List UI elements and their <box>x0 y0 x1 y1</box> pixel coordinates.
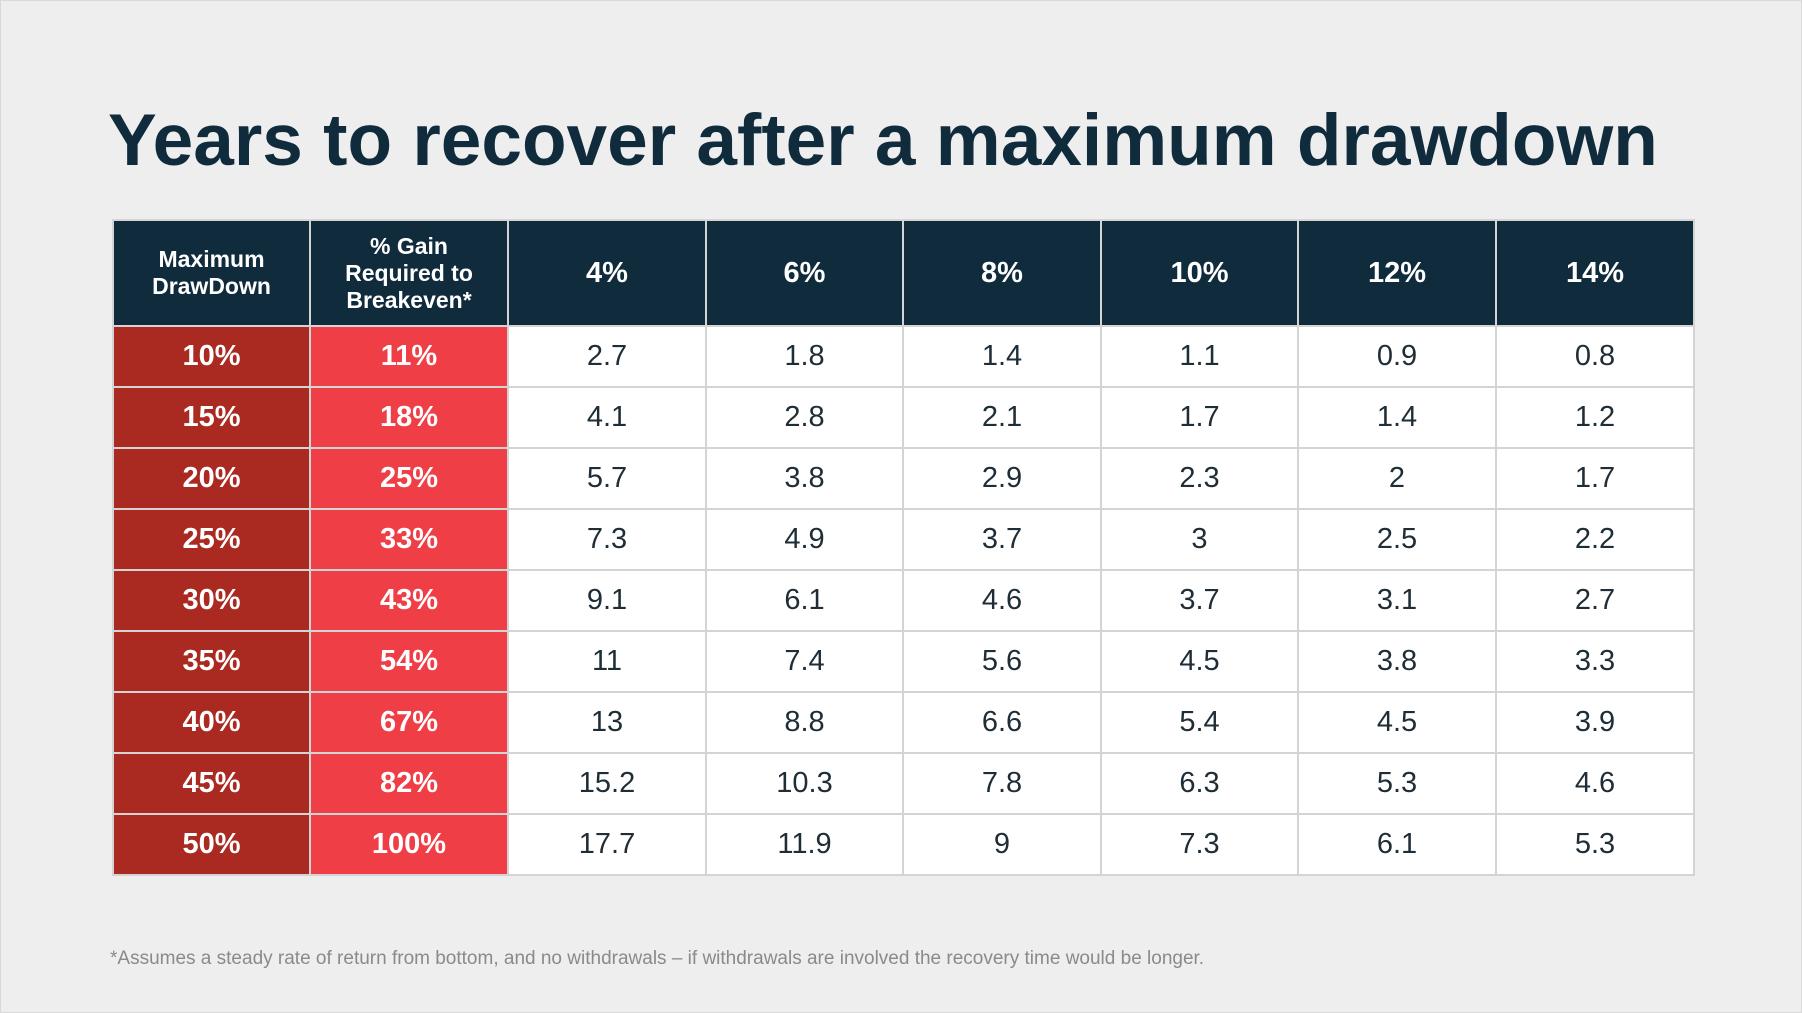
table-row: 45% 82% 15.2 10.3 7.8 6.3 5.3 4.6 <box>112 752 1695 815</box>
years-cell: 4.1 <box>507 386 707 449</box>
years-cell: 1.4 <box>902 325 1102 388</box>
years-cell: 8.8 <box>705 691 904 754</box>
table-row: 40% 67% 13 8.8 6.6 5.4 4.5 3.9 <box>112 691 1695 754</box>
gain-cell: 67% <box>309 691 509 754</box>
years-cell: 4.6 <box>1495 752 1695 815</box>
years-cell: 2 <box>1297 447 1497 510</box>
header-rate-14: 14% <box>1495 219 1695 327</box>
years-cell: 6.3 <box>1100 752 1299 815</box>
years-cell: 4.6 <box>902 569 1102 632</box>
years-cell: 15.2 <box>507 752 707 815</box>
header-line: Breakeven* <box>346 286 472 313</box>
header-line: Maximum <box>158 246 265 272</box>
years-cell: 10.3 <box>705 752 904 815</box>
header-rate-10: 10% <box>1100 219 1299 327</box>
years-cell: 2.7 <box>1495 569 1695 632</box>
years-cell: 1.1 <box>1100 325 1299 388</box>
years-cell: 0.8 <box>1495 325 1695 388</box>
drawdown-cell: 25% <box>112 508 311 571</box>
header-max-drawdown: Maximum DrawDown <box>112 219 311 327</box>
recovery-table: Maximum DrawDown % Gain Required to Brea… <box>112 219 1695 876</box>
years-cell: 11 <box>507 630 707 693</box>
table-row: 10% 11% 2.7 1.8 1.4 1.1 0.9 0.8 <box>112 325 1695 388</box>
years-cell: 2.8 <box>705 386 904 449</box>
years-cell: 7.8 <box>902 752 1102 815</box>
years-cell: 3.8 <box>705 447 904 510</box>
years-cell: 2.2 <box>1495 508 1695 571</box>
years-cell: 2.5 <box>1297 508 1497 571</box>
table-row: 25% 33% 7.3 4.9 3.7 3 2.5 2.2 <box>112 508 1695 571</box>
drawdown-cell: 15% <box>112 386 311 449</box>
years-cell: 4.5 <box>1100 630 1299 693</box>
years-cell: 13 <box>507 691 707 754</box>
header-rate-4: 4% <box>507 219 707 327</box>
drawdown-cell: 40% <box>112 691 311 754</box>
years-cell: 7.3 <box>1100 813 1299 876</box>
years-cell: 9 <box>902 813 1102 876</box>
years-cell: 2.3 <box>1100 447 1299 510</box>
drawdown-cell: 10% <box>112 325 311 388</box>
years-cell: 5.3 <box>1297 752 1497 815</box>
years-cell: 17.7 <box>507 813 707 876</box>
drawdown-cell: 50% <box>112 813 311 876</box>
years-cell: 6.1 <box>1297 813 1497 876</box>
years-cell: 3 <box>1100 508 1299 571</box>
years-cell: 5.7 <box>507 447 707 510</box>
drawdown-cell: 35% <box>112 630 311 693</box>
years-cell: 4.9 <box>705 508 904 571</box>
header-line: Required to <box>345 259 473 286</box>
gain-cell: 11% <box>309 325 509 388</box>
years-cell: 2.1 <box>902 386 1102 449</box>
header-rate-12: 12% <box>1297 219 1497 327</box>
table-row: 30% 43% 9.1 6.1 4.6 3.7 3.1 2.7 <box>112 569 1695 632</box>
years-cell: 3.7 <box>902 508 1102 571</box>
years-cell: 9.1 <box>507 569 707 632</box>
header-line: DrawDown <box>152 273 271 299</box>
years-cell: 6.6 <box>902 691 1102 754</box>
gain-cell: 54% <box>309 630 509 693</box>
years-cell: 6.1 <box>705 569 904 632</box>
years-cell: 1.8 <box>705 325 904 388</box>
gain-cell: 100% <box>309 813 509 876</box>
years-cell: 3.3 <box>1495 630 1695 693</box>
years-cell: 3.1 <box>1297 569 1497 632</box>
years-cell: 2.9 <box>902 447 1102 510</box>
header-gain-required: % Gain Required to Breakeven* <box>309 219 509 327</box>
gain-cell: 33% <box>309 508 509 571</box>
table-row: 20% 25% 5.7 3.8 2.9 2.3 2 1.7 <box>112 447 1695 510</box>
years-cell: 1.7 <box>1495 447 1695 510</box>
drawdown-cell: 45% <box>112 752 311 815</box>
table-row: 35% 54% 11 7.4 5.6 4.5 3.8 3.3 <box>112 630 1695 693</box>
gain-cell: 18% <box>309 386 509 449</box>
years-cell: 3.9 <box>1495 691 1695 754</box>
years-cell: 11.9 <box>705 813 904 876</box>
drawdown-cell: 30% <box>112 569 311 632</box>
years-cell: 7.4 <box>705 630 904 693</box>
years-cell: 5.3 <box>1495 813 1695 876</box>
footnote: *Assumes a steady rate of return from bo… <box>110 948 1205 969</box>
years-cell: 7.3 <box>507 508 707 571</box>
years-cell: 3.8 <box>1297 630 1497 693</box>
years-cell: 5.4 <box>1100 691 1299 754</box>
years-cell: 1.7 <box>1100 386 1299 449</box>
table-row: 50% 100% 17.7 11.9 9 7.3 6.1 5.3 <box>112 813 1695 876</box>
header-line: % Gain <box>370 232 448 259</box>
years-cell: 0.9 <box>1297 325 1497 388</box>
gain-cell: 43% <box>309 569 509 632</box>
header-rate-6: 6% <box>705 219 904 327</box>
gain-cell: 25% <box>309 447 509 510</box>
gain-cell: 82% <box>309 752 509 815</box>
years-cell: 4.5 <box>1297 691 1497 754</box>
years-cell: 3.7 <box>1100 569 1299 632</box>
table-row: 15% 18% 4.1 2.8 2.1 1.7 1.4 1.2 <box>112 386 1695 449</box>
years-cell: 5.6 <box>902 630 1102 693</box>
page-title: Years to recover after a maximum drawdow… <box>108 100 1658 181</box>
drawdown-cell: 20% <box>112 447 311 510</box>
years-cell: 1.2 <box>1495 386 1695 449</box>
header-rate-8: 8% <box>902 219 1102 327</box>
years-cell: 1.4 <box>1297 386 1497 449</box>
header-row: Maximum DrawDown % Gain Required to Brea… <box>112 219 1695 327</box>
years-cell: 2.7 <box>507 325 707 388</box>
